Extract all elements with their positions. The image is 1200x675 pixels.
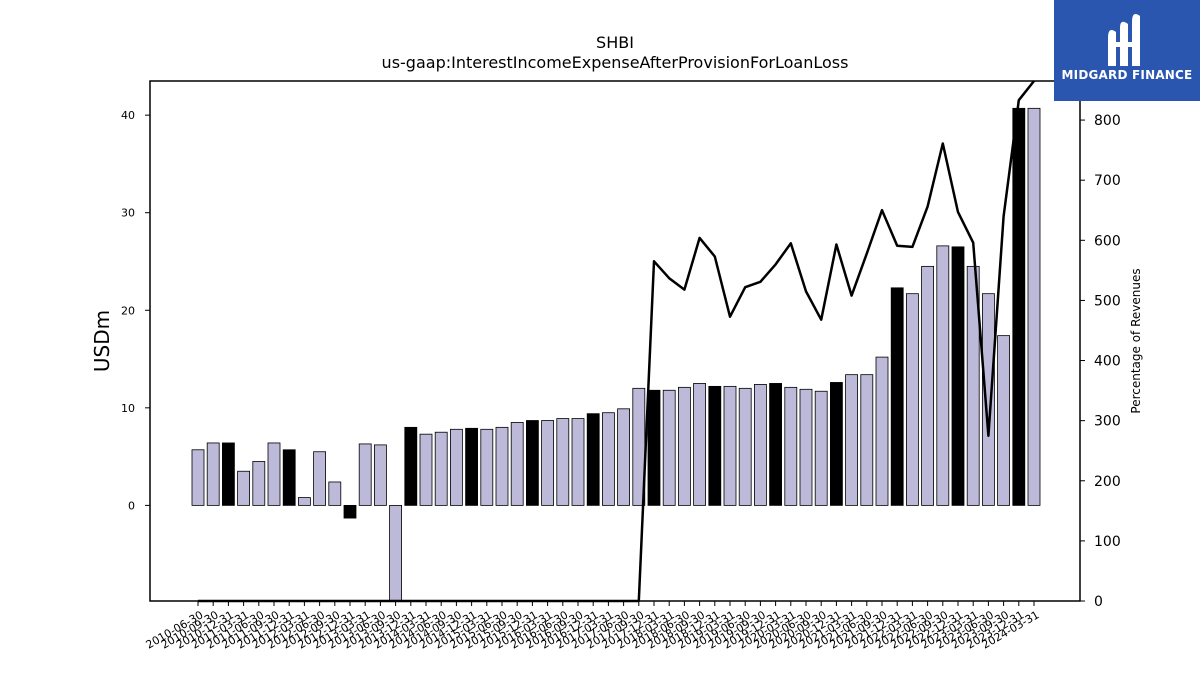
bar-2019-12-31 [769,383,782,506]
bar-2015-03-31 [480,428,494,506]
bar-2019-09-30 [754,384,767,506]
y2-tick-label: 0 [1094,594,1103,610]
bar-series [191,107,1041,602]
y-axis-left: 0 10 20 30 40 [121,109,150,512]
bar-2017-03-31 [602,412,615,506]
x-axis: 2010-06-302010-09-302010-12-312011-03-31… [144,601,1042,652]
bar-2024-03-31 [1027,107,1041,506]
y2-tick-label: 400 [1094,354,1121,370]
chart-title: SHBI [596,33,634,52]
bar-2012-09-30 [328,481,342,506]
bar-2023-06-30 [982,293,995,506]
bar-2014-06-30 [434,431,448,506]
y2-tick-label: 600 [1094,233,1121,249]
bar-2011-06-30 [252,461,266,506]
bar-2019-03-31 [723,385,737,506]
bar-2013-03-31 [358,443,372,506]
bar-2019-06-30 [738,387,752,506]
bar-2020-06-30 [799,388,813,506]
bar-2022-12-31 [951,246,965,506]
bar-2012-06-30 [313,451,327,506]
bar-2016-03-31 [541,420,554,506]
plot-frame [149,80,1081,602]
y2-tick-label: 700 [1094,173,1121,189]
bar-2017-06-30 [617,408,630,506]
bar-2013-06-30 [373,444,387,506]
bar-2017-12-31 [647,389,661,506]
bar-2018-09-30 [693,383,706,506]
y-axis-label: USDm [90,310,114,372]
y-tick-label: 20 [121,304,135,317]
y-tick-label: 30 [121,207,135,220]
bar-2018-03-31 [662,389,676,506]
brand-name: MIDGARD FINANCE [1061,68,1193,82]
bar-2010-06-30 [191,449,205,506]
bar-2014-12-31 [465,427,479,506]
bar-2021-09-30 [875,356,889,506]
y2-tick-label: 200 [1094,474,1121,490]
y2-axis-label: Percentage of Revenues [1129,268,1143,413]
bar-2022-06-30 [921,265,934,506]
brand-logo: MIDGARD FINANCE [1054,0,1200,101]
y-tick-label: 10 [121,402,135,415]
y-tick-label: 0 [128,499,135,512]
bar-2023-09-30 [997,335,1010,506]
bar-2015-06-30 [495,426,509,506]
chart-subtitle: us-gaap:InterestIncomeExpenseAfterProvis… [382,53,849,72]
bar-2013-12-31 [404,426,418,506]
bar-2023-12-31 [1012,107,1026,506]
y2-tick-label: 800 [1094,113,1121,129]
bar-2018-06-30 [678,386,691,506]
midgard-logo-icon [1108,14,1140,66]
bar-2015-09-30 [510,422,524,506]
bar-2021-03-31 [845,374,858,506]
bar-2012-03-31 [297,497,311,506]
y2-tick-label: 100 [1094,534,1121,550]
y-tick-label: 40 [121,109,135,122]
bar-2011-12-31 [282,449,296,506]
bar-2021-06-30 [860,374,874,506]
bar-2010-09-30 [206,442,220,506]
bar-2010-12-31 [221,442,235,506]
bar-2016-09-30 [571,418,585,506]
bar-2011-09-30 [267,442,281,506]
bar-2018-12-31 [708,385,722,506]
bar-2020-03-31 [784,386,798,506]
bar-2014-03-31 [419,433,433,506]
bar-2014-09-30 [449,428,463,506]
bar-2011-03-31 [237,470,251,506]
bar-2021-12-31 [890,287,904,506]
bar-2020-12-31 [830,382,843,506]
bar-2013-09-30 [389,504,403,602]
bar-2020-09-30 [814,390,828,506]
bar-2022-03-31 [906,293,919,506]
bar-2016-06-30 [556,418,570,506]
bar-2015-12-31 [526,420,539,506]
bar-2012-12-31 [343,504,357,519]
bar-2022-09-30 [936,245,950,506]
bar-2023-03-31 [966,265,980,506]
bar-2016-12-31 [586,413,600,506]
y2-tick-label: 500 [1094,293,1121,309]
y2-tick-label: 300 [1094,414,1121,430]
y-axis-right: 0 100 200 300 400 500 600 700 800 [1080,113,1121,610]
